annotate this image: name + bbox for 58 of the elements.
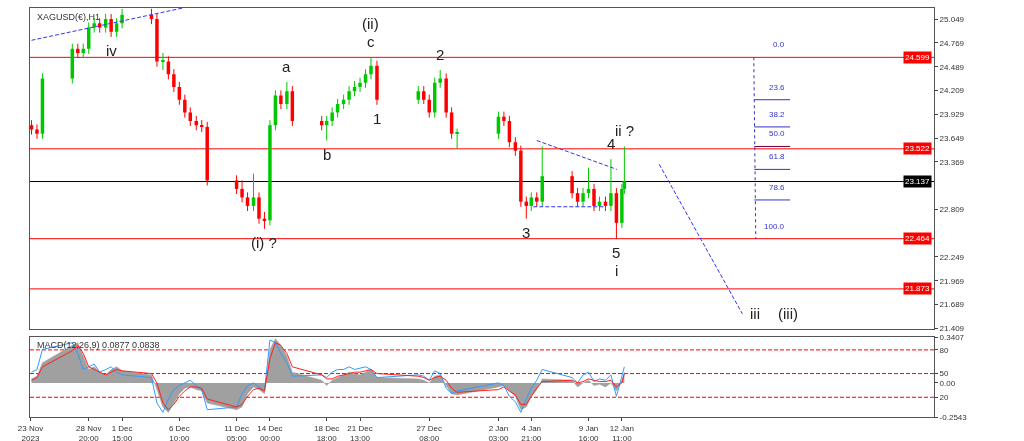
y-tick-label: 22.249 — [939, 252, 965, 262]
annotation: iii — [750, 305, 760, 322]
x-tick-label: 11 Dec 05:00 — [224, 423, 249, 441]
y2-tick-label: 80 — [939, 345, 950, 355]
text: XAGUSD(€),H1 — [37, 12, 101, 22]
x-tick-label: 9 Jan 16:00 — [578, 423, 600, 441]
annotation: (i) ? — [251, 234, 277, 251]
ref-line-label: 21.873 — [905, 284, 931, 293]
annotation: iv — [106, 42, 118, 59]
x-tick-label: 23 Nov 2023 — [17, 423, 44, 441]
x-tick-label: 4 Jan 21:00 — [521, 423, 542, 441]
annotation: ii ? — [615, 122, 635, 139]
ref-line-label: 23.137 — [905, 177, 931, 186]
y-tick-label: 24.209 — [939, 86, 965, 96]
x-tick-label: 1 Dec 15:00 — [111, 423, 133, 441]
annotation: b — [323, 146, 332, 163]
annotation: 23.6 — [769, 83, 786, 92]
annotation: a — [282, 58, 291, 75]
annotation: (ii) — [362, 15, 379, 32]
y-tick-label: 24.769 — [939, 38, 965, 48]
x-tick-label: 18 Dec 18:00 — [314, 423, 340, 441]
x-tick-label: 21 Dec 13:00 — [347, 423, 373, 441]
y-tick-label: 21.409 — [939, 324, 965, 334]
y-tick-label: 0.3407 — [939, 333, 965, 343]
x-tick-label: 14 Dec 00:00 — [257, 423, 283, 441]
y-tick-label: 24.489 — [939, 62, 965, 72]
annotation: (iii) — [778, 305, 798, 322]
ref-line-label: 23.522 — [905, 144, 931, 153]
y-tick-label: 23.649 — [939, 133, 965, 143]
annotation: 5 — [612, 244, 621, 261]
x-tick-label: 28 Nov 20:00 — [76, 423, 102, 441]
y-tick-label: 23.929 — [939, 110, 965, 120]
annotation: 38.2 — [769, 110, 786, 119]
annotation: 1 — [373, 110, 382, 127]
annotation: 78.6 — [769, 183, 786, 192]
y-tick-label: 23.369 — [939, 157, 965, 167]
annotation: 100.0 — [764, 222, 785, 231]
y2-tick-label: 20 — [939, 393, 950, 403]
y-tick-label: 25.049 — [939, 14, 965, 24]
y-tick-label: 21.969 — [939, 276, 965, 286]
y2-tick-label: 50 — [939, 369, 950, 379]
y-tick-label: -0.2543 — [939, 412, 968, 422]
annotation: c — [367, 33, 375, 50]
y-tick-label: 22.809 — [939, 205, 965, 215]
annotation: 3 — [522, 224, 531, 241]
x-tick-label: 2 Jan 03:00 — [488, 423, 509, 441]
y-tick-label: 0.00 — [939, 378, 956, 388]
x-tick-label: 6 Dec 10:00 — [168, 423, 190, 441]
annotation: 4 — [607, 135, 616, 152]
annotation: 61.8 — [769, 152, 786, 161]
x-tick-label: 27 Dec 08:00 — [416, 423, 442, 441]
annotation: i — [615, 262, 619, 279]
y-tick-label: 21.689 — [939, 300, 965, 310]
x-tick-label: 12 Jan 11:00 — [609, 423, 634, 441]
annotation: 50.0 — [769, 129, 786, 138]
ref-line-label: 24.599 — [905, 53, 931, 62]
ref-line-label: 22.464 — [905, 234, 931, 243]
annotation: 0.0 — [773, 40, 785, 49]
